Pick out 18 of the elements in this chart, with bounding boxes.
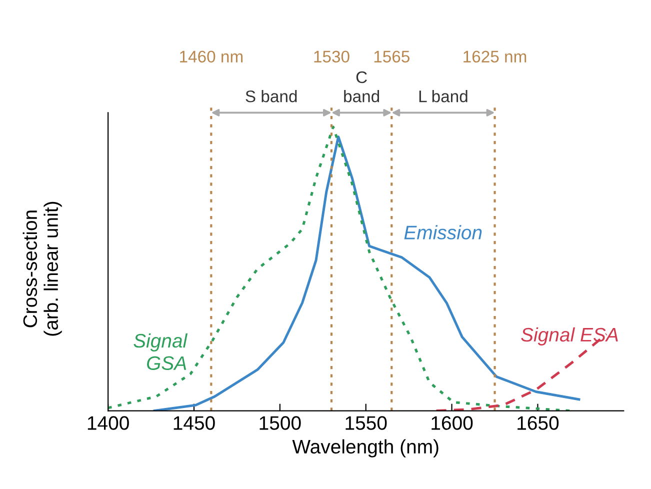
x-axis-title: Wavelength (nm)	[292, 439, 438, 458]
ref-line-label: 1565	[374, 50, 410, 63]
ref-line-label: 1530	[314, 50, 350, 63]
text: L band	[419, 90, 468, 102]
x-tick-label: 1600	[432, 416, 473, 430]
x-tick-label: 1650	[518, 416, 559, 430]
series-label: Signal ESA	[521, 327, 618, 346]
x-tick-label: 1550	[346, 416, 387, 430]
text: S band	[246, 90, 297, 102]
ref-line-label: 1460 nm	[180, 50, 243, 63]
ref-line-label: 1625 nm	[464, 50, 526, 63]
text: C band	[344, 71, 380, 102]
x-tick-label: 1450	[174, 416, 215, 430]
x-tick-label: 1500	[260, 416, 301, 430]
x-tick-label: 1400	[88, 416, 129, 430]
series-label: Signal GSA	[134, 333, 188, 370]
y-axis-title: Cross-section (arb. linear unit)	[22, 202, 62, 336]
series-label: Emission	[404, 225, 482, 240]
